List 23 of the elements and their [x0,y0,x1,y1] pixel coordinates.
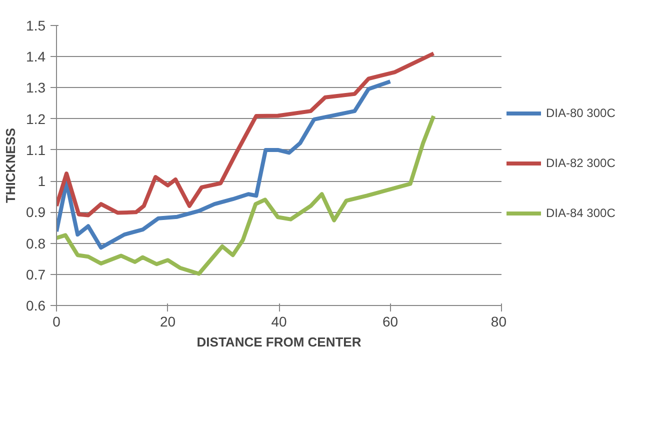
x-tick-label: 20 [160,314,176,330]
y-tick-label: 1.2 [26,110,46,127]
y-axis-title: THICKNESS [3,128,18,204]
y-tick-label: 1.4 [26,48,46,65]
y-tick-label: 1.5 [26,18,46,34]
legend-label: DIA-84 300C [546,206,616,220]
y-tick-label: 1.3 [26,80,46,96]
y-tick-label: 0.6 [26,298,46,314]
x-tick-label: 40 [271,314,287,330]
y-tick-label: 1.1 [26,142,46,158]
line-series [56,52,436,218]
x-axis-title: DISTANCE FROM CENTER [196,334,362,350]
legend-label: DIA-80 300C [546,106,616,120]
y-tick-label: 0.8 [26,235,46,252]
line-series [56,114,436,276]
legend-label: DIA-82 300C [546,156,616,170]
x-tick-label: 80 [490,314,507,330]
line-series [56,80,392,250]
y-tick-label: 1 [38,173,46,190]
x-tick-label: 0 [52,314,61,330]
y-tick-label: 0.7 [26,266,46,282]
y-tick-label: 0.9 [26,204,46,220]
x-tick-label: 60 [382,314,398,330]
